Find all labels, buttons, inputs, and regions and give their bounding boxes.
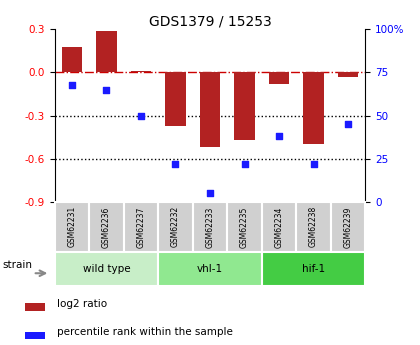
Bar xyxy=(193,202,227,252)
Bar xyxy=(24,304,45,311)
Bar xyxy=(234,72,255,140)
Bar xyxy=(158,252,262,286)
Text: GSM62237: GSM62237 xyxy=(136,206,145,247)
Point xyxy=(276,134,282,139)
Bar xyxy=(200,72,221,147)
Bar xyxy=(303,72,324,144)
Point xyxy=(68,82,75,87)
Bar xyxy=(297,202,331,252)
Point xyxy=(103,87,110,92)
Bar xyxy=(61,47,82,72)
Point xyxy=(172,161,179,167)
Bar xyxy=(227,202,262,252)
Bar xyxy=(131,71,151,72)
Bar xyxy=(262,202,297,252)
Point xyxy=(207,190,213,196)
Text: GSM62231: GSM62231 xyxy=(67,206,76,247)
Bar xyxy=(96,31,117,72)
Bar xyxy=(262,252,365,286)
Text: strain: strain xyxy=(3,260,33,270)
Text: log2 ratio: log2 ratio xyxy=(57,299,107,309)
Text: GSM62238: GSM62238 xyxy=(309,206,318,247)
Text: GSM62239: GSM62239 xyxy=(344,206,353,247)
Bar xyxy=(331,202,365,252)
Bar xyxy=(123,202,158,252)
Bar xyxy=(338,72,359,77)
Text: percentile rank within the sample: percentile rank within the sample xyxy=(57,327,233,337)
Text: GSM62232: GSM62232 xyxy=(171,206,180,247)
Bar xyxy=(55,252,158,286)
Bar xyxy=(24,332,45,339)
Point xyxy=(345,121,352,127)
Bar xyxy=(55,202,89,252)
Point xyxy=(138,113,144,118)
Text: GSM62235: GSM62235 xyxy=(240,206,249,247)
Point xyxy=(310,161,317,167)
Text: GSM62234: GSM62234 xyxy=(275,206,284,247)
Text: GSM62236: GSM62236 xyxy=(102,206,111,247)
Bar xyxy=(165,72,186,126)
Text: wild type: wild type xyxy=(83,264,130,274)
Point xyxy=(241,161,248,167)
Bar xyxy=(269,72,289,84)
Bar xyxy=(89,202,123,252)
Title: GDS1379 / 15253: GDS1379 / 15253 xyxy=(149,14,271,28)
Text: vhl-1: vhl-1 xyxy=(197,264,223,274)
Text: hif-1: hif-1 xyxy=(302,264,325,274)
Bar xyxy=(158,202,193,252)
Text: GSM62233: GSM62233 xyxy=(205,206,215,247)
